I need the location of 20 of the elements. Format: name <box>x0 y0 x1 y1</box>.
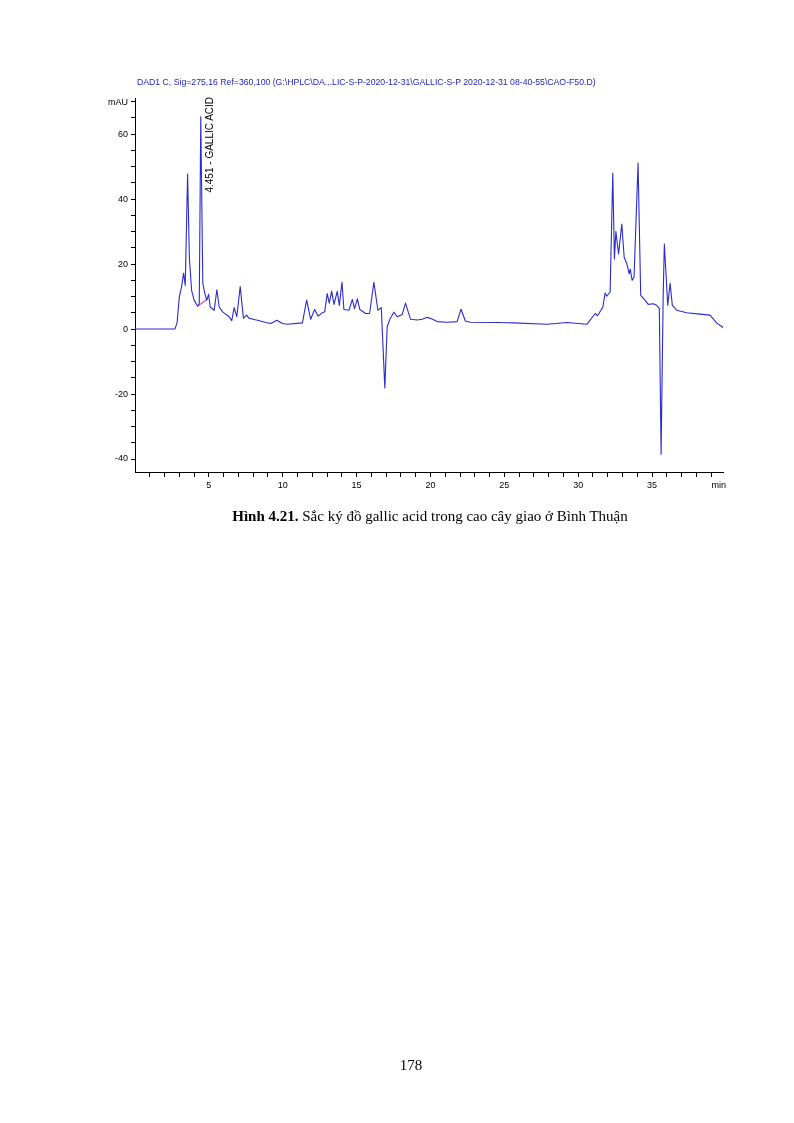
x-tick-label: 35 <box>647 479 658 490</box>
y-tick-label: 0 <box>122 323 128 334</box>
text: Hình 4.21. <box>232 508 299 524</box>
text: 178 <box>398 1057 424 1074</box>
x-tick-label: 5 <box>206 479 212 490</box>
x-tick-label: 30 <box>573 479 584 490</box>
x-tick-label: 25 <box>499 479 510 490</box>
y-tick-label: 20 <box>117 258 128 269</box>
y-tick-label: 40 <box>117 193 128 204</box>
x-tick-label: 10 <box>277 479 288 490</box>
chart-title: DAD1 C, Sig=275,16 Ref=360,100 (G:\HPLC\DA...LIC-S-P-2020-12-31\GALLIC-S-P 2020-12-31 08-40-55\CAO-F50.D) <box>137 77 596 87</box>
x-axis-title: min <box>711 480 726 490</box>
y-tick-label: -20 <box>114 388 128 399</box>
y-tick-label: 60 <box>117 128 128 139</box>
y-tick-label: -40 <box>114 453 128 464</box>
text: Sắc ký đồ gallic acid trong cao cây giao ở Bình Thuận <box>302 508 628 524</box>
x-tick-label: 15 <box>351 479 362 490</box>
annotation: 4.451 - GALLIC ACID <box>203 96 215 193</box>
y-axis-title: mAU <box>108 96 128 107</box>
x-tick-label: 20 <box>425 479 436 490</box>
